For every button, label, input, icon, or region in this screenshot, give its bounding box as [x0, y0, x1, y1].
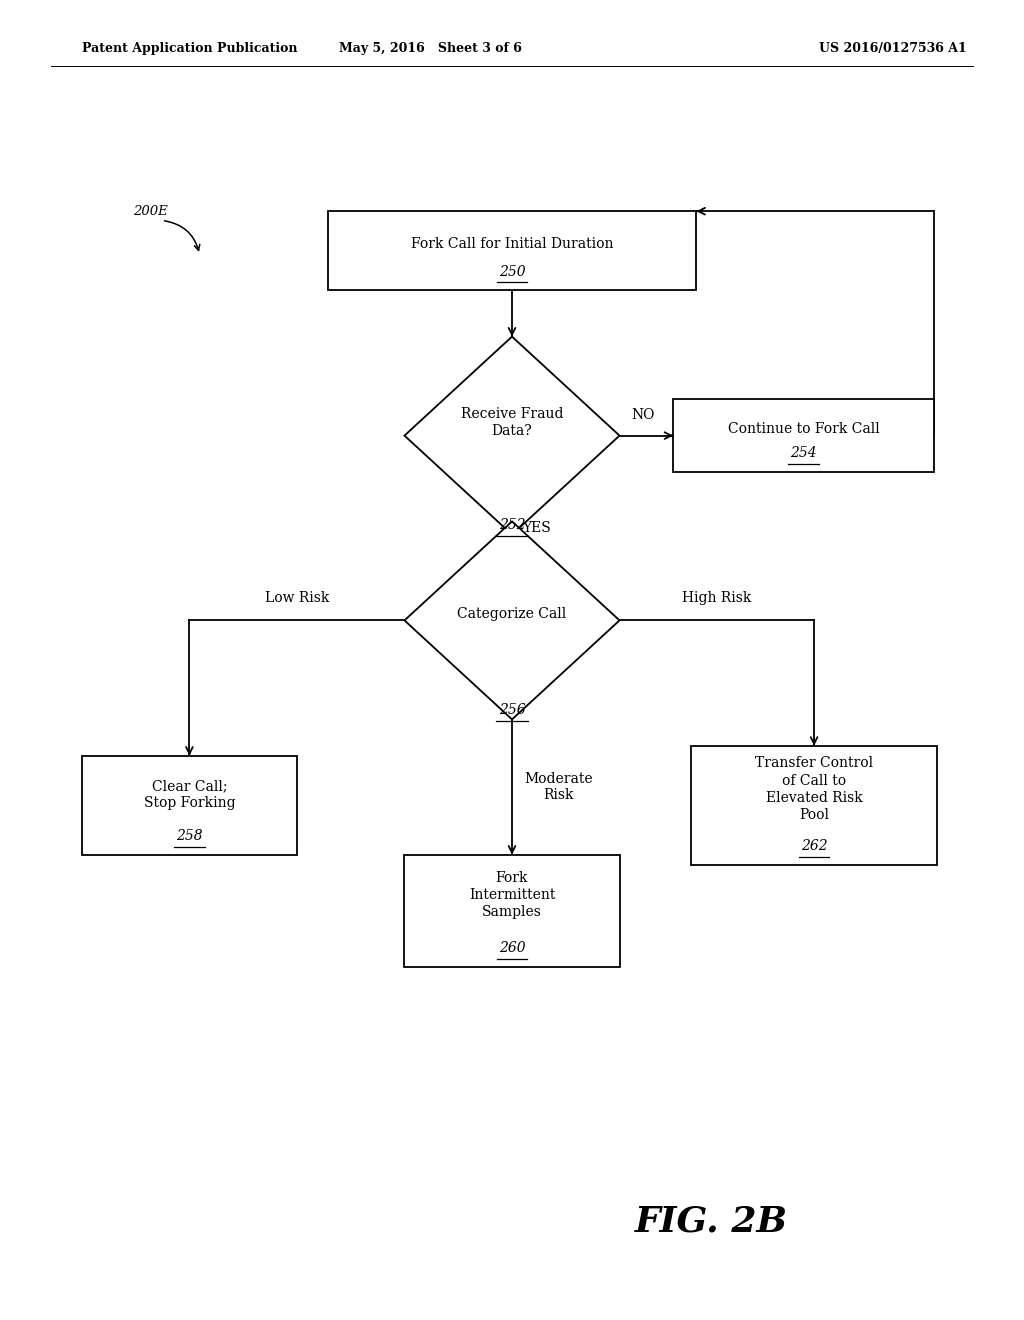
- Bar: [691, 746, 937, 865]
- Text: May 5, 2016   Sheet 3 of 6: May 5, 2016 Sheet 3 of 6: [339, 42, 521, 55]
- Text: 258: 258: [176, 829, 203, 842]
- Bar: [82, 755, 297, 855]
- Text: 262: 262: [801, 838, 827, 853]
- Text: Fork Call for Initial Duration: Fork Call for Initial Duration: [411, 238, 613, 251]
- Text: 200E: 200E: [133, 205, 168, 218]
- Text: NO: NO: [632, 408, 655, 422]
- Polygon shape: [404, 521, 620, 719]
- Text: Categorize Call: Categorize Call: [458, 607, 566, 620]
- Text: Moderate
Risk: Moderate Risk: [524, 772, 593, 803]
- Text: 252: 252: [499, 517, 525, 532]
- Bar: [674, 399, 934, 471]
- Text: FIG. 2B: FIG. 2B: [635, 1204, 788, 1238]
- Text: YES: YES: [522, 521, 551, 535]
- Text: Continue to Fork Call: Continue to Fork Call: [728, 422, 880, 436]
- Text: Patent Application Publication: Patent Application Publication: [82, 42, 297, 55]
- Text: 260: 260: [499, 941, 525, 956]
- Text: 254: 254: [791, 446, 817, 459]
- Text: Clear Call;
Stop Forking: Clear Call; Stop Forking: [143, 779, 236, 810]
- Text: Receive Fraud
Data?: Receive Fraud Data?: [461, 407, 563, 438]
- Text: Transfer Control
of Call to
Elevated Risk
Pool: Transfer Control of Call to Elevated Ris…: [755, 756, 873, 822]
- Bar: [328, 211, 696, 290]
- Text: High Risk: High Risk: [682, 590, 752, 605]
- Text: Low Risk: Low Risk: [265, 590, 329, 605]
- Text: 256: 256: [499, 702, 525, 717]
- Text: US 2016/0127536 A1: US 2016/0127536 A1: [819, 42, 967, 55]
- Bar: [404, 855, 620, 966]
- Polygon shape: [404, 337, 620, 535]
- Text: Fork
Intermittent
Samples: Fork Intermittent Samples: [469, 871, 555, 919]
- Text: 250: 250: [499, 264, 525, 279]
